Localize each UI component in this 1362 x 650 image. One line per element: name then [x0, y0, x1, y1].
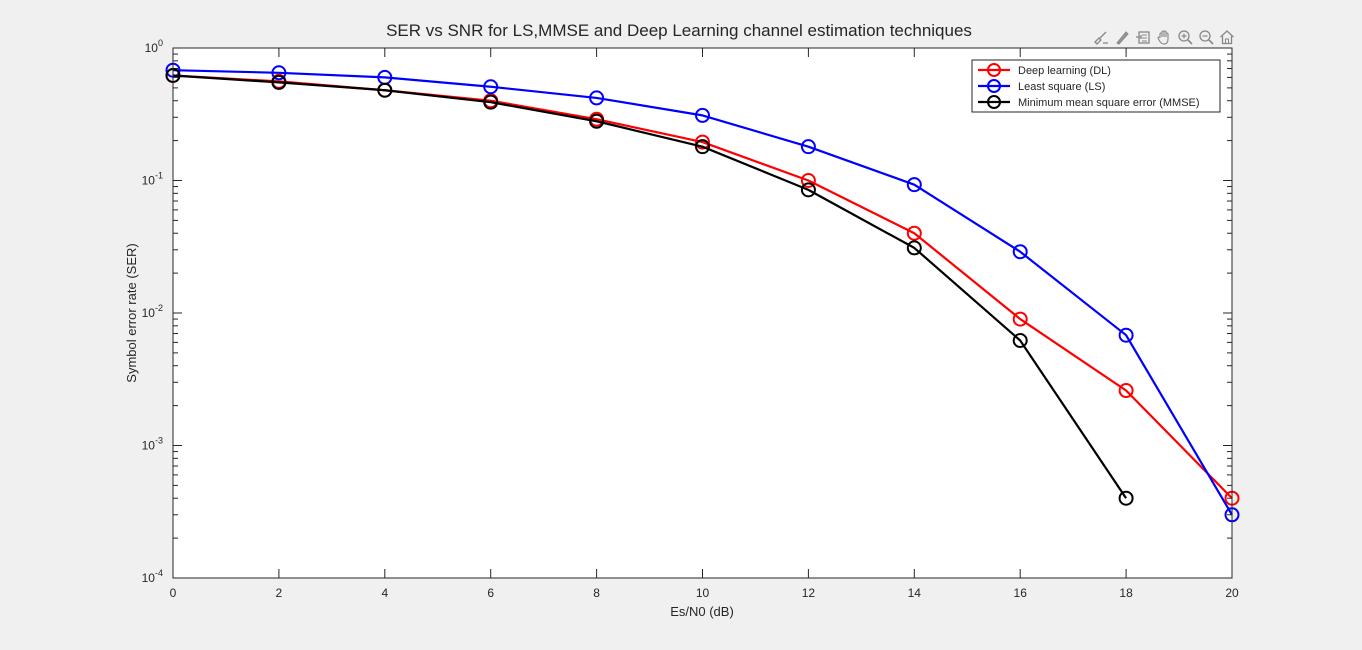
data-point [1118, 490, 1134, 506]
legend-marker [987, 95, 1001, 109]
zoom-out-icon[interactable] [1197, 28, 1215, 46]
data-point [1012, 333, 1028, 349]
data-point [1118, 383, 1134, 399]
y-tick-label: 10-1 [142, 171, 163, 188]
legend-marker [987, 63, 1001, 77]
axes-toolbar [1092, 28, 1236, 46]
data-point [906, 225, 922, 241]
data-tips-icon[interactable] [1113, 28, 1131, 46]
axes-box [172, 47, 1233, 579]
y-tick-label: 10-2 [142, 303, 163, 320]
x-tick-label: 8 [593, 586, 600, 600]
x-tick-label: 6 [487, 586, 494, 600]
x-tick-label: 14 [908, 586, 922, 600]
series-layer [165, 62, 1240, 523]
y-tick-label: 10-4 [142, 568, 163, 585]
data-point [695, 139, 710, 155]
x-tick-label: 2 [276, 586, 283, 600]
data-point [800, 173, 816, 188]
x-tick-label: 0 [170, 586, 177, 600]
y-tick-label: 10-3 [142, 436, 163, 453]
x-axis-label: Es/N0 (dB) [670, 604, 734, 619]
series-line [172, 74, 1128, 499]
data-point [1012, 311, 1028, 327]
data-point [906, 240, 922, 256]
home-icon[interactable] [1218, 28, 1236, 46]
axes-background [173, 48, 1232, 578]
data-point [377, 82, 393, 98]
legend-item: Deep learning (DL) [978, 63, 1111, 77]
data-point [271, 74, 287, 90]
data-point [271, 65, 287, 81]
legend-label: Least square (LS) [1018, 81, 1105, 93]
data-point [695, 107, 710, 123]
legend-label: Deep learning (DL) [1018, 65, 1111, 77]
legend-marker [987, 79, 1001, 93]
data-point [483, 94, 499, 110]
x-tick-label: 20 [1225, 586, 1239, 600]
data-point [483, 79, 499, 95]
data-point [1118, 327, 1134, 343]
x-tick-label: 12 [802, 586, 816, 600]
chart-title: SER vs SNR for LS,MMSE and Deep Learning… [386, 21, 972, 40]
data-point [800, 182, 816, 198]
rotate-icon[interactable] [1134, 28, 1152, 46]
data-point [589, 90, 605, 106]
data-point [1012, 244, 1028, 260]
legend-item: Least square (LS) [978, 79, 1105, 93]
legend-label: Minimum mean square error (MMSE) [1018, 97, 1200, 109]
data-point [906, 177, 922, 193]
x-tick-label: 16 [1014, 586, 1028, 600]
x-tick-label: 18 [1119, 586, 1133, 600]
legend[interactable]: Deep learning (DL) Least square (LS) Minim… [971, 59, 1221, 113]
axis-ticks: 0 2 4 6 8 10 12 14 16 18 20 100 10-1 10-2 10-3 10-4 [142, 38, 1239, 600]
x-tick-label: 10 [696, 586, 710, 600]
zoom-in-icon[interactable] [1176, 28, 1194, 46]
pan-icon[interactable] [1155, 28, 1173, 46]
series-line [172, 69, 1233, 516]
legend-item: Minimum mean square error (MMSE) [978, 95, 1200, 109]
data-point [800, 139, 816, 155]
data-point [589, 113, 605, 129]
x-tick-label: 4 [381, 586, 388, 600]
legend-box [971, 59, 1221, 113]
brush-icon[interactable] [1092, 28, 1110, 46]
data-point [695, 134, 710, 150]
y-tick-label: 100 [145, 38, 163, 55]
y-axis-label: Symbol error rate (SER) [124, 243, 139, 382]
